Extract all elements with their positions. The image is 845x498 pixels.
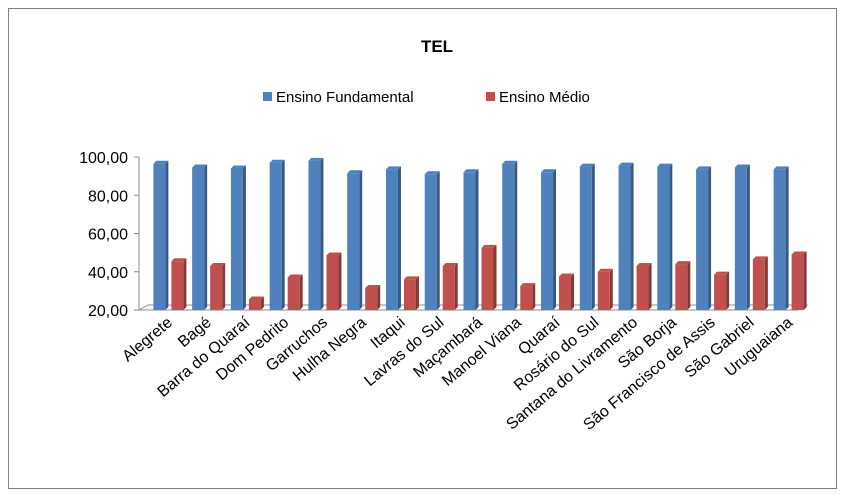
bar-fundamental: [502, 160, 518, 310]
bar-fundamental: [153, 160, 169, 310]
bar-fundamental: [463, 169, 479, 310]
bar-fundamental: [192, 164, 208, 310]
bar-medio: [287, 274, 303, 310]
bar-medio: [636, 263, 652, 310]
bar-medio: [365, 285, 381, 310]
chart-title: TEL: [421, 37, 453, 56]
bar-medio: [171, 258, 187, 310]
bar-medio: [559, 273, 575, 310]
y-tick-label: 20,00: [88, 303, 128, 320]
bar-fundamental: [579, 163, 595, 310]
bar-fundamental: [657, 163, 673, 310]
bar-medio: [597, 268, 613, 310]
bar-fundamental: [696, 166, 712, 310]
bar-fundamental: [385, 166, 401, 310]
legend-label: Ensino Médio: [499, 89, 590, 106]
bar-medio: [752, 256, 768, 310]
bar-medio: [520, 283, 536, 310]
legend-label: Ensino Fundamental: [276, 89, 414, 106]
bars: [153, 157, 807, 310]
bar-medio: [326, 252, 342, 310]
bar-medio: [675, 261, 691, 310]
bar-fundamental: [230, 165, 246, 310]
y-tick-label: 40,00: [88, 265, 128, 282]
bar-medio: [403, 276, 419, 310]
bar-medio: [791, 251, 807, 310]
bar-fundamental: [424, 171, 440, 310]
chart-border: [8, 8, 837, 489]
bar-medio: [481, 244, 497, 310]
legend-swatch: [263, 92, 272, 101]
y-tick-label: 100,00: [79, 150, 128, 167]
y-tick-label: 80,00: [88, 188, 128, 205]
bar-fundamental: [773, 166, 789, 310]
legend-swatch: [486, 92, 495, 101]
bar-medio: [714, 271, 730, 310]
bar-fundamental: [308, 157, 324, 310]
y-tick-label: 60,00: [88, 227, 128, 244]
bar-fundamental: [347, 170, 363, 310]
legend: Ensino Fundamental Ensino Médio: [263, 89, 590, 106]
bar-medio: [210, 263, 226, 310]
bar-fundamental: [734, 164, 750, 310]
bar-fundamental: [541, 169, 557, 310]
bar-fundamental: [618, 162, 634, 310]
bar-fundamental: [269, 159, 285, 310]
bar-medio: [442, 263, 458, 310]
bar-medio: [248, 296, 264, 310]
